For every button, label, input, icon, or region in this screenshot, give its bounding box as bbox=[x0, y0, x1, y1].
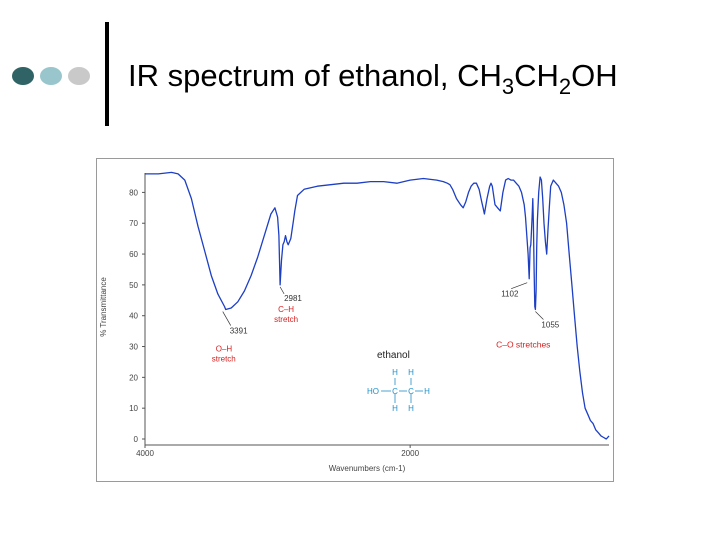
y-axis-label: % Transmittance bbox=[99, 277, 108, 337]
spectrum-line bbox=[145, 171, 610, 440]
bullet-dot-2 bbox=[40, 67, 62, 85]
annotation-ch-stretch: stretch bbox=[274, 315, 298, 324]
x-tick-label: 4000 bbox=[136, 449, 154, 458]
annotation-ch: C–H bbox=[278, 305, 294, 314]
chart-annotations: 3391O–Hstretch2981C–Hstretch11021055C–O … bbox=[212, 282, 560, 364]
annotation-oh: O–H bbox=[216, 345, 233, 354]
annotation-leader bbox=[535, 311, 544, 320]
chart-plot-area bbox=[145, 171, 610, 440]
title-end: OH bbox=[571, 58, 618, 93]
title-divider bbox=[105, 22, 109, 126]
inset-label: ethanol bbox=[377, 350, 410, 361]
annotation-1102: 1102 bbox=[501, 290, 519, 299]
y-tick-label: 60 bbox=[129, 250, 138, 259]
title-mid: CH bbox=[514, 58, 559, 93]
atom-c: C bbox=[408, 387, 414, 396]
annotation-co-stretches: C–O stretches bbox=[496, 340, 550, 350]
ir-spectrum-chart: 0 10 20 30 40 50 60 70 80 4000 2000 3391 O–H stretch… bbox=[96, 158, 614, 482]
x-axis-label: Wavenumbers (cm-1) bbox=[329, 464, 406, 473]
title-main: IR spectrum of ethanol, CH bbox=[128, 58, 502, 93]
chart-ticks: 0 10 20 30 40 50 60 70 80 4000 2000 bbox=[129, 188, 419, 458]
annotation-2981: 2981 bbox=[284, 294, 302, 303]
y-tick-label: 50 bbox=[129, 281, 138, 290]
annotation-leader bbox=[279, 286, 285, 295]
atom-h: H bbox=[424, 387, 430, 396]
bullet-dot-3 bbox=[68, 67, 90, 85]
atom-h: H bbox=[392, 368, 398, 377]
y-tick-label: 70 bbox=[129, 219, 138, 228]
y-tick-label: 80 bbox=[129, 188, 138, 197]
chart-axes bbox=[144, 173, 609, 446]
atom-ho: HO bbox=[367, 387, 379, 396]
annotation-1055: 1055 bbox=[541, 321, 559, 330]
atom-h: H bbox=[392, 404, 398, 413]
atom-h: H bbox=[408, 404, 414, 413]
annotation-3391: 3391 bbox=[230, 327, 248, 336]
atom-h: H bbox=[408, 368, 414, 377]
y-tick-label: 30 bbox=[129, 343, 138, 352]
title-subscript-2: 2 bbox=[558, 74, 572, 99]
y-tick-label: 40 bbox=[129, 312, 138, 321]
annotation-oh-stretch: stretch bbox=[212, 355, 236, 364]
page-title: IR spectrum of ethanol, CH3CH2OH bbox=[128, 58, 618, 100]
annotation-leader bbox=[222, 311, 232, 326]
title-subscript-1: 3 bbox=[501, 74, 515, 99]
y-tick-label: 0 bbox=[134, 435, 139, 444]
y-tick-label: 10 bbox=[129, 404, 138, 413]
x-tick-label: 2000 bbox=[401, 449, 419, 458]
atom-c: C bbox=[392, 387, 398, 396]
annotation-leader bbox=[511, 282, 528, 290]
bullet-dot-1 bbox=[12, 67, 34, 85]
y-tick-label: 20 bbox=[129, 373, 138, 382]
